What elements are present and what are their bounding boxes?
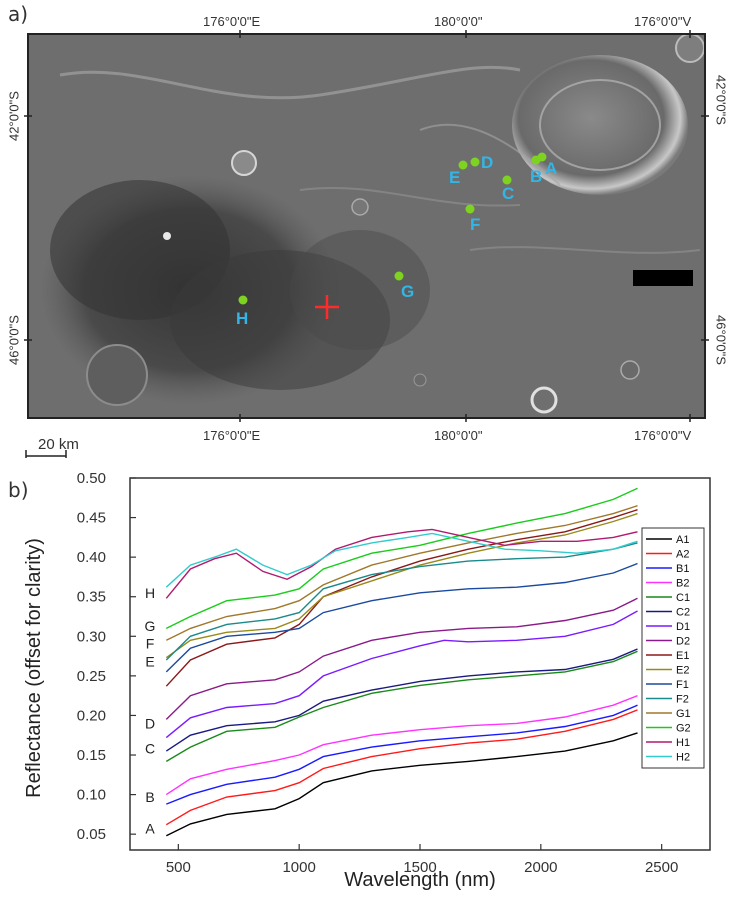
series-line-d1	[165, 610, 638, 739]
series-line-d2	[165, 597, 638, 720]
y-tick-label: 0.45	[77, 510, 106, 527]
series-line-g2	[165, 487, 638, 630]
y-tick-label: 0.35	[77, 589, 106, 606]
black-data-gap	[633, 270, 693, 286]
point-a-label: A	[545, 159, 557, 178]
y-tick-label: 0.15	[77, 747, 106, 764]
point-e-label: E	[449, 168, 460, 187]
bottom-lon-label-2: 180°0'0"	[434, 428, 483, 443]
large-crater	[512, 55, 688, 195]
series-line-e2	[165, 512, 638, 659]
legend-label-b1: B1	[676, 563, 689, 575]
group-label-g: G	[145, 618, 156, 634]
panel-a-label: a)	[8, 2, 29, 26]
group-label-h: H	[145, 585, 155, 601]
top-lon-label-1: 176°0'0"E	[203, 14, 261, 29]
map-frame	[27, 33, 706, 419]
series-line-c1	[165, 650, 638, 763]
legend-label-g2: G2	[676, 723, 691, 735]
group-label-a: A	[145, 821, 155, 837]
series-line-g1	[165, 505, 638, 641]
legend-label-h2: H2	[676, 752, 690, 764]
series-line-a1	[165, 732, 638, 837]
x-tick-label: 2000	[524, 859, 557, 876]
y-tick-label: 0.50	[77, 470, 106, 487]
map-image	[28, 34, 705, 418]
legend-label-e2: E2	[676, 665, 689, 677]
legend-label-g1: G1	[676, 708, 691, 720]
point-c-label: C	[502, 184, 514, 203]
y-axis-title: Reflectance (offset for clarity)	[23, 538, 45, 798]
point-g-label: G	[401, 282, 414, 301]
point-d-label: D	[481, 153, 493, 172]
bottom-lon-label-3: 176°0'0"V	[634, 428, 692, 443]
scale-bar-label: 20 km	[38, 436, 79, 453]
legend-label-h1: H1	[676, 737, 690, 749]
chart-series	[165, 487, 638, 837]
x-tick-label: 2500	[645, 859, 678, 876]
point-h-marker	[238, 295, 248, 305]
legend-label-a1: A1	[676, 534, 689, 546]
legend-label-d2: D2	[676, 636, 690, 648]
y-tick-label: 0.05	[77, 826, 106, 843]
series-line-e1	[165, 509, 638, 687]
top-lon-label-3: 176°0'0"V	[634, 14, 692, 29]
legend-label-e1: E1	[676, 650, 689, 662]
series-line-h2	[165, 532, 638, 588]
legend-label-b2: B2	[676, 578, 689, 590]
chart-legend: A1 A2 B1 B2 C1 C2 D1 D2 E1 E2 F1 F2 G1 G2 H1 H2	[641, 527, 705, 769]
top-lon-label-2: 180°0'0"	[434, 14, 483, 29]
point-f-label: F	[470, 215, 480, 234]
point-b-marker	[537, 152, 547, 162]
red-cross-marker	[315, 295, 339, 319]
point-g-marker	[394, 271, 404, 281]
legend-label-c1: C1	[676, 592, 690, 604]
series-line-c2	[165, 648, 638, 752]
group-label-e: E	[145, 654, 154, 670]
legend-box	[641, 527, 705, 769]
point-h-label: H	[236, 309, 248, 328]
legend-label-d1: D1	[676, 621, 690, 633]
x-tick-label: 1500	[403, 859, 436, 876]
legend-label-f2: F2	[676, 694, 689, 706]
chart-ticks: 500 1000 1500 2000 2500 0.05 0.10 0.15 0.20 0.25 0…	[77, 470, 679, 876]
panel-b-label: b)	[8, 478, 29, 502]
series-line-h1	[165, 528, 638, 599]
map-ticks	[24, 30, 709, 422]
x-tick-label: 500	[166, 859, 191, 876]
group-label-b: B	[145, 789, 154, 805]
point-f-marker	[465, 204, 475, 214]
point-b-label: B	[530, 167, 542, 186]
legend-label-c2: C2	[676, 607, 690, 619]
y-tick-label: 0.10	[77, 787, 106, 804]
plot-area	[129, 477, 711, 851]
lunar-map: A B C D E F G H	[24, 30, 709, 458]
y-tick-label: 0.25	[77, 668, 106, 685]
group-labels: AB CD EFG H	[145, 585, 156, 837]
x-tick-label: 1000	[282, 859, 315, 876]
chart-frame	[129, 477, 711, 851]
bottom-lon-label-1: 176°0'0"E	[203, 428, 261, 443]
group-label-c: C	[145, 741, 155, 757]
point-e-marker	[458, 160, 468, 170]
series-line-a2	[165, 709, 638, 826]
series-line-b2	[165, 695, 638, 796]
y-tick-label: 0.30	[77, 628, 106, 645]
sample-points: A B C D E F G H	[236, 152, 557, 328]
y-tick-label: 0.40	[77, 549, 106, 566]
x-axis-title: Wavelength (nm)	[344, 869, 496, 891]
scale-bar	[25, 450, 67, 458]
legend-label-f1: F1	[676, 679, 689, 691]
point-c-marker	[502, 175, 512, 185]
series-line-b1	[166, 704, 638, 805]
group-label-f: F	[146, 635, 155, 651]
y-tick-label: 0.20	[77, 707, 106, 724]
series-line-f2	[165, 542, 638, 661]
group-label-d: D	[145, 715, 155, 731]
legend-label-a2: A2	[676, 549, 689, 561]
series-line-f1	[165, 562, 638, 673]
point-d-marker	[470, 157, 480, 167]
